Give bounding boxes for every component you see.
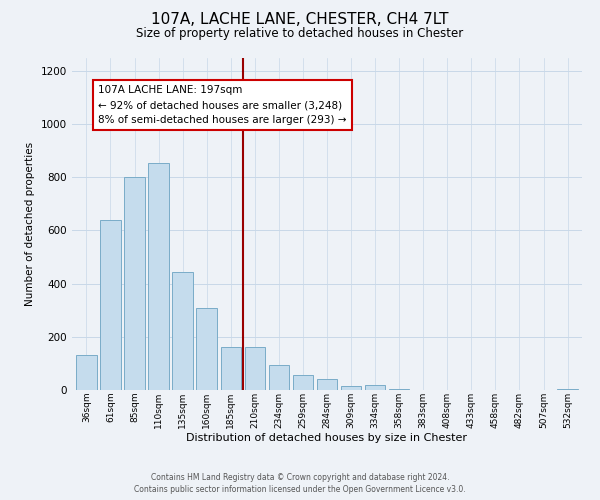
Text: 107A LACHE LANE: 197sqm
← 92% of detached houses are smaller (3,248)
8% of semi-: 107A LACHE LANE: 197sqm ← 92% of detache… [98, 86, 347, 125]
Text: Contains HM Land Registry data © Crown copyright and database right 2024.
Contai: Contains HM Land Registry data © Crown c… [134, 472, 466, 494]
Bar [172, 272, 193, 390]
Bar [341, 386, 361, 390]
Bar [317, 380, 337, 390]
Bar [245, 348, 265, 390]
X-axis label: Distribution of detached houses by size in Chester: Distribution of detached houses by size … [187, 434, 467, 444]
Bar [365, 384, 385, 390]
Bar [196, 308, 217, 390]
Bar [148, 162, 169, 390]
Bar [100, 220, 121, 390]
Bar [389, 388, 409, 390]
Bar [124, 177, 145, 390]
Text: 107A, LACHE LANE, CHESTER, CH4 7LT: 107A, LACHE LANE, CHESTER, CH4 7LT [151, 12, 449, 28]
Bar [293, 376, 313, 390]
Y-axis label: Number of detached properties: Number of detached properties [25, 142, 35, 306]
Bar [557, 388, 578, 390]
Bar [269, 364, 289, 390]
Bar [221, 348, 241, 390]
Bar [76, 356, 97, 390]
Text: Size of property relative to detached houses in Chester: Size of property relative to detached ho… [136, 28, 464, 40]
